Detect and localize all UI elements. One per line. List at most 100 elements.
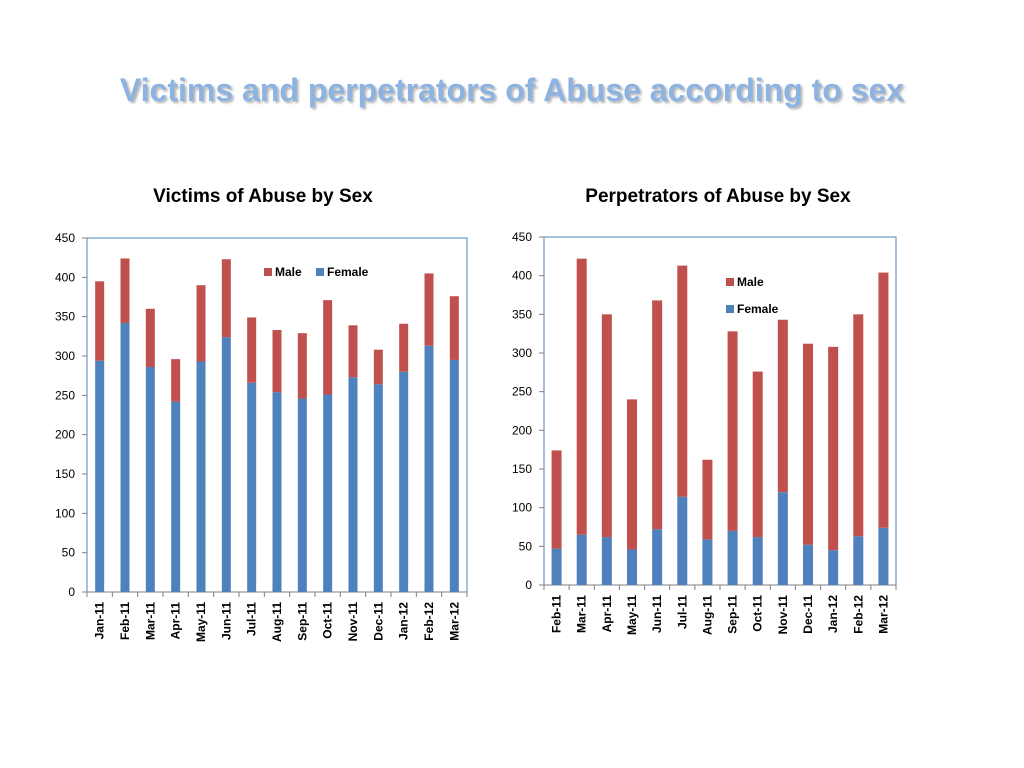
bar-male	[853, 314, 864, 537]
x-tick-label: May-11	[194, 602, 208, 642]
y-tick-label: 150	[55, 467, 75, 481]
bar-female	[551, 548, 562, 585]
y-tick-label: 100	[512, 501, 532, 515]
bar-female	[803, 544, 813, 585]
legend-label-male: Male	[737, 275, 764, 289]
bar-female	[221, 337, 231, 592]
x-tick-label: Oct-11	[321, 602, 335, 639]
perpetrators-chart-title: Perpetrators of Abuse by Sex	[585, 186, 851, 207]
bar-male	[551, 450, 562, 549]
y-tick-label: 400	[512, 269, 532, 283]
bar-female	[373, 384, 383, 592]
slide-title: Victims and perpetrators of Abuse accord…	[119, 72, 905, 108]
bar-female	[652, 529, 663, 585]
x-tick-label: Feb-11	[550, 595, 564, 633]
x-tick-label: May-11	[625, 595, 639, 635]
x-tick-label: Apr-11	[600, 595, 614, 633]
bar-male	[449, 296, 459, 360]
bar-female	[424, 345, 434, 592]
x-tick-label: Dec-11	[371, 602, 385, 641]
bar-male	[247, 317, 257, 383]
legend-swatch-male	[726, 278, 734, 286]
bar-female	[601, 537, 612, 585]
legend-swatch-female	[316, 268, 324, 276]
bar-female	[702, 539, 713, 585]
y-tick-label: 200	[55, 428, 75, 442]
bar-male	[145, 308, 155, 368]
bar-female	[348, 377, 358, 592]
y-tick-label: 450	[55, 231, 75, 245]
legend: Male Female	[264, 265, 369, 279]
y-tick-label: 300	[55, 349, 75, 363]
bar-male	[348, 325, 358, 378]
y-tick-label: 300	[512, 346, 532, 360]
bar-male	[424, 273, 434, 346]
legend-label-female: Female	[737, 302, 779, 316]
bar-female	[95, 360, 105, 592]
bar-male	[196, 285, 206, 362]
x-tick-label: Jul-11	[245, 602, 259, 636]
bar-male	[399, 323, 409, 372]
x-tick-label: Mar-11	[575, 595, 589, 633]
x-tick-label: Jun-11	[219, 602, 233, 640]
x-tick-label: Feb-11	[118, 602, 132, 640]
x-tick-label: Sep-11	[295, 602, 309, 641]
x-tick-label: Jan-12	[397, 602, 411, 640]
y-tick-label: 200	[512, 423, 532, 437]
bar-female	[777, 492, 788, 585]
plot-area	[543, 236, 897, 586]
bar-female	[878, 527, 889, 585]
x-tick-label: Aug-11	[700, 595, 714, 635]
bar-male	[627, 399, 637, 550]
bar-male	[702, 459, 713, 540]
bar-female	[449, 359, 459, 592]
bar-male	[272, 330, 282, 393]
x-tick-label: Jun-11	[650, 595, 664, 633]
bar-female	[323, 394, 333, 592]
legend: Male Female	[726, 275, 779, 316]
y-tick-label: 350	[55, 310, 75, 324]
bar-male	[323, 300, 333, 395]
y-tick-label: 450	[512, 230, 532, 244]
y-tick-label: 100	[55, 506, 75, 520]
x-tick-label: Mar-12	[876, 595, 890, 634]
bar-male	[828, 346, 839, 551]
bar-female	[171, 401, 181, 592]
x-tick-label: Mar-11	[143, 602, 157, 640]
x-tick-label: Mar-12	[447, 602, 461, 641]
bar-male	[677, 265, 688, 497]
bar-male	[297, 333, 307, 399]
bar-female	[120, 322, 130, 592]
x-tick-label: Jan-12	[826, 595, 840, 633]
bar-female	[297, 398, 307, 592]
bar-male	[171, 359, 181, 402]
y-tick-label: 50	[62, 546, 76, 560]
legend-label-female: Female	[327, 265, 369, 279]
bar-female	[145, 367, 155, 592]
legend-swatch-male	[264, 268, 272, 276]
x-tick-label: Feb-12	[851, 595, 865, 634]
x-tick-label: Apr-11	[169, 602, 183, 640]
bar-male	[221, 259, 231, 338]
bar-female	[247, 382, 257, 592]
bar-female	[828, 550, 839, 585]
bar-male	[652, 300, 663, 530]
bar-male	[373, 349, 383, 385]
x-tick-label: Feb-12	[422, 602, 436, 641]
bar-male	[576, 258, 587, 535]
bar-female	[752, 537, 763, 585]
bar-female	[627, 549, 637, 585]
bar-male	[95, 281, 105, 361]
y-tick-label: 400	[55, 270, 75, 284]
perpetrators-chart: 0 50 100 150 200 250 300 350 400 450 Feb-11 Mar-11 A…	[512, 230, 897, 635]
bar-male	[601, 314, 612, 538]
bar-male	[878, 272, 889, 528]
x-tick-label: Jul-11	[675, 595, 689, 629]
bar-female	[727, 530, 738, 585]
bar-male	[752, 371, 763, 538]
x-tick-label: Jan-11	[93, 602, 107, 640]
bar-male	[803, 343, 813, 545]
x-tick-label: Aug-11	[270, 602, 284, 642]
x-tick-label: Nov-11	[776, 595, 790, 635]
y-tick-label: 150	[512, 462, 532, 476]
